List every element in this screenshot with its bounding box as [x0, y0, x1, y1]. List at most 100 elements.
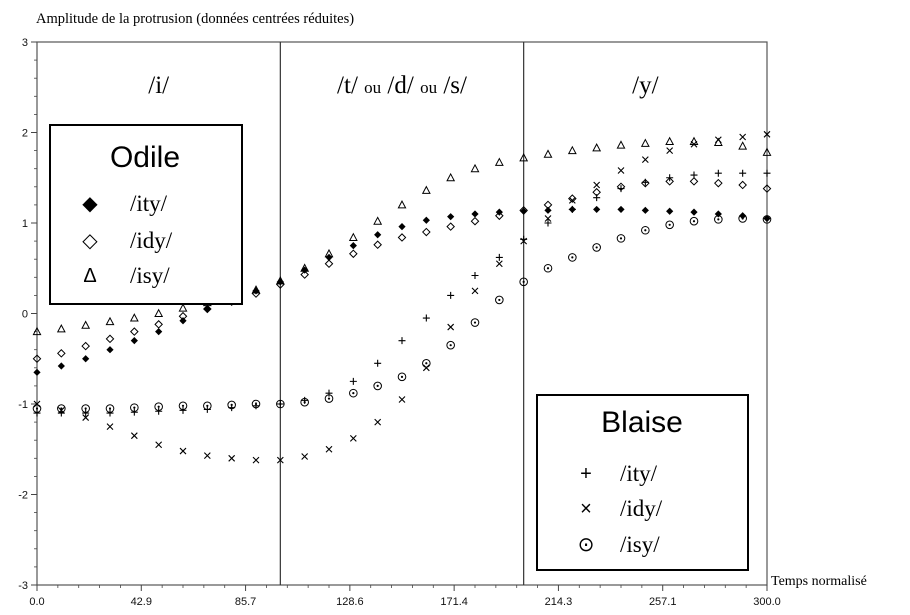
data-point-blaise_ity	[398, 337, 406, 345]
data-point-blaise_idy	[130, 432, 138, 440]
data-point-odile_isy	[470, 163, 480, 173]
data-point-odile_isy	[129, 313, 139, 322]
phase-dividers	[279, 42, 525, 585]
data-points	[32, 130, 772, 464]
data-point-odile_idy	[665, 177, 674, 186]
x-tick-label: 42.9	[131, 596, 152, 608]
data-point-blaise_idy	[106, 423, 114, 431]
data-point-odile_isy	[446, 172, 456, 182]
y-tick-label: 3	[22, 37, 28, 49]
series-odile_isy	[32, 136, 772, 336]
data-point-odile_isy	[592, 143, 602, 152]
data-point-odile_ity	[666, 207, 674, 215]
data-point-odile_idy	[251, 289, 261, 298]
data-point-odile_ity	[325, 253, 333, 261]
phase-label-part: d	[394, 72, 407, 99]
data-point-odile_ity	[617, 205, 625, 214]
data-point-blaise_isy	[227, 400, 236, 410]
data-point-odile_isy	[494, 157, 504, 166]
data-point-blaise_idy	[252, 456, 260, 464]
data-point-blaise_idy	[422, 364, 430, 372]
axis-ticks: 0.0 42.9 85.7 128.6 171.4 214.3 257.1 300.0 -3 -2…	[18, 37, 781, 608]
data-point-blaise_idy	[495, 260, 503, 268]
data-point-odile_idy	[397, 233, 407, 242]
data-point-odile_isy	[81, 320, 91, 329]
data-point-odile_idy	[762, 184, 772, 193]
data-point-blaise_idy	[203, 452, 211, 459]
legend-label: /idy/	[620, 496, 663, 521]
data-point-odile_ity	[690, 208, 698, 216]
data-point-blaise_isy	[616, 234, 626, 243]
data-point-blaise_isy	[324, 394, 334, 403]
phase-label-part: /	[381, 72, 394, 99]
legend-symbol: ◇	[82, 230, 98, 252]
data-point-odile_isy	[32, 326, 42, 336]
phase-label-part: ou	[420, 78, 438, 97]
data-point-blaise_idy	[155, 441, 163, 449]
data-point-odile_isy	[275, 276, 285, 285]
data-point-blaise_idy	[398, 396, 406, 403]
data-point-blaise_ity	[422, 314, 430, 322]
data-point-blaise_isy	[689, 216, 699, 226]
data-point-odile_ity	[422, 216, 430, 224]
phase-label-part: /	[351, 72, 364, 99]
data-point-blaise_isy	[470, 318, 480, 327]
x-axis-title: Temps normalisé	[771, 574, 867, 589]
data-point-blaise_ity	[641, 178, 649, 186]
data-point-blaise_ity	[106, 409, 114, 417]
phase-label-part: /	[437, 72, 450, 99]
data-point-blaise_idy	[520, 237, 528, 245]
data-point-odile_idy	[714, 178, 723, 188]
data-point-blaise_ity	[690, 171, 698, 179]
data-point-odile_idy	[543, 200, 553, 210]
data-point-blaise_ity	[179, 406, 187, 414]
legends: Odile ◆ /ity/ ◇ /idy/Δ/isy/Blaise + /ity/ × /idy…	[49, 124, 749, 571]
legend-odile: Odile ◆ /ity/ ◇ /idy/Δ/isy/	[49, 124, 243, 305]
phase-label-part: i	[155, 72, 162, 99]
data-point-odile_isy	[300, 263, 310, 272]
legend-label: /ity/	[130, 191, 168, 216]
data-point-blaise_ity	[471, 271, 479, 279]
data-point-odile_idy	[738, 180, 747, 190]
data-point-odile_idy	[178, 311, 188, 321]
data-point-odile_idy	[57, 349, 66, 358]
phase-label-part: /	[460, 72, 467, 99]
data-point-blaise_ity	[568, 205, 576, 213]
series-blaise_idy	[33, 130, 771, 464]
legend-title: Odile	[110, 141, 180, 174]
legend-symbol: ×	[580, 498, 592, 520]
y-tick-label: 1	[22, 218, 28, 230]
data-point-odile_isy	[154, 308, 164, 317]
phase-label-part: t	[344, 72, 351, 99]
data-point-blaise_ity	[374, 359, 382, 367]
y-tick-label: 2	[22, 128, 28, 140]
y-tick-label: -3	[18, 580, 28, 592]
data-point-blaise_isy	[178, 401, 188, 411]
data-point-blaise_isy	[592, 243, 601, 252]
x-tick-label: 128.6	[336, 596, 364, 608]
data-point-blaise_ity	[349, 377, 357, 385]
phase-label: /y/	[632, 72, 658, 99]
x-tick-label: 171.4	[440, 596, 468, 608]
data-point-odile_isy	[616, 140, 626, 149]
phase-label-part: /	[337, 72, 344, 99]
phase-label-part: /	[407, 72, 420, 99]
data-point-odile_isy	[373, 216, 383, 225]
data-point-blaise_idy	[641, 156, 649, 164]
data-point-blaise_idy	[374, 418, 382, 426]
data-point-blaise_ity	[155, 407, 163, 415]
data-point-odile_ity	[739, 212, 747, 220]
data-point-blaise_idy	[690, 140, 698, 148]
data-point-odile_isy	[421, 185, 431, 194]
data-point-blaise_idy	[276, 456, 284, 464]
data-point-odile_idy	[324, 259, 334, 269]
data-point-blaise_isy	[105, 404, 115, 413]
data-point-odile_idy	[470, 216, 480, 226]
legend-symbol: ⊙	[578, 534, 595, 556]
data-point-blaise_idy	[568, 196, 576, 204]
data-point-blaise_idy	[617, 167, 625, 174]
data-point-odile_ity	[130, 337, 138, 345]
y-tick-label: -2	[18, 490, 28, 502]
y-tick-label: -1	[18, 399, 28, 411]
data-point-odile_isy	[397, 200, 407, 209]
